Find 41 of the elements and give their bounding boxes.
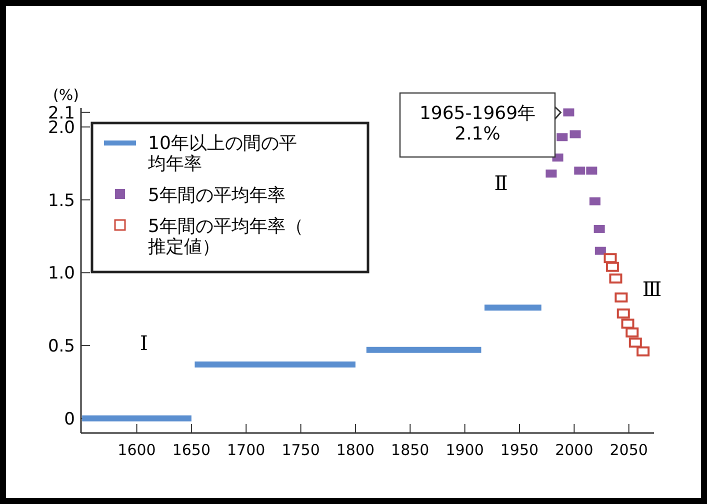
point bbox=[609, 274, 622, 284]
point bbox=[626, 327, 639, 338]
x-tick-label: 1850 bbox=[391, 441, 430, 459]
x-tick-label: 1950 bbox=[500, 441, 539, 459]
point bbox=[604, 253, 617, 264]
point bbox=[606, 262, 619, 272]
point bbox=[616, 308, 630, 318]
annotation: Ⅰ bbox=[140, 331, 148, 355]
point bbox=[594, 246, 606, 255]
annotation: 1965-1969年 2.1% bbox=[399, 92, 562, 158]
point bbox=[594, 224, 605, 233]
point bbox=[636, 346, 650, 356]
point bbox=[586, 166, 598, 175]
legend-label: 5年間の平均年率（推定値） bbox=[148, 216, 304, 258]
point bbox=[574, 166, 586, 175]
x-tick-label: 2050 bbox=[610, 441, 648, 459]
annotation: Ⅱ bbox=[494, 171, 508, 195]
legend-label: 5年間の平均年率 bbox=[148, 185, 286, 206]
point bbox=[589, 197, 600, 206]
point bbox=[563, 108, 574, 116]
x-tick-label: 2000 bbox=[555, 441, 594, 459]
point bbox=[621, 318, 634, 329]
point bbox=[546, 170, 557, 178]
x-tick-label: 1600 bbox=[118, 441, 156, 459]
x-tick-label: 1800 bbox=[336, 441, 375, 459]
y-tick-label: 1.0 bbox=[48, 264, 75, 284]
annotation: Ⅲ bbox=[642, 277, 662, 301]
x-tick-label: 1750 bbox=[282, 441, 320, 459]
x-tick-label: 1900 bbox=[446, 441, 484, 459]
point bbox=[556, 133, 568, 142]
point bbox=[570, 130, 581, 138]
point bbox=[614, 292, 628, 302]
annotation: 1965-1969年 2.1% bbox=[419, 103, 536, 145]
x-tick-label: 1650 bbox=[172, 441, 211, 459]
x-tick-label: 1700 bbox=[227, 441, 266, 459]
point bbox=[628, 338, 642, 348]
legend-label: 10年以上の間の平均年率 bbox=[147, 133, 297, 175]
y-tick-label: 1.5 bbox=[48, 190, 75, 211]
y-tick-label: 0.5 bbox=[48, 336, 75, 357]
y-tick-label: 0 bbox=[64, 409, 75, 430]
y-axis-title: (%) bbox=[53, 86, 79, 104]
